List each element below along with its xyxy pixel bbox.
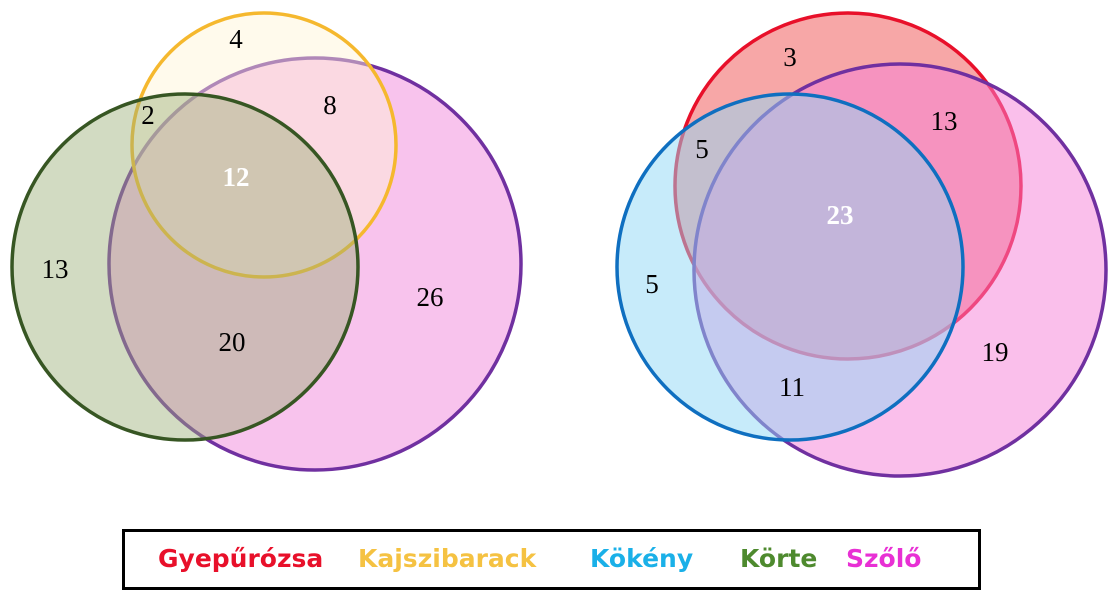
region-label: 23: [827, 200, 854, 230]
region-label: 8: [323, 90, 337, 120]
region-label: 13: [931, 106, 958, 136]
venn-right: [615, 11, 1108, 478]
region-label: 20: [219, 327, 246, 357]
legend-item: Kajszibarack: [358, 544, 538, 573]
region-label: 5: [645, 269, 659, 299]
region-label: 26: [417, 282, 444, 312]
venn-left: [10, 11, 523, 472]
legend-item: Körte: [740, 544, 817, 573]
region-label: 19: [982, 337, 1009, 367]
region-label: 2: [141, 100, 155, 130]
region-label: 13: [42, 254, 69, 284]
kokeny-circle: [615, 92, 965, 442]
legend-item: Kökény: [590, 544, 693, 573]
region-label: 11: [779, 372, 805, 402]
szolo-circle: [107, 56, 523, 472]
kajszibarack-circle: [130, 11, 398, 279]
region-label: 4: [229, 24, 243, 54]
legend-item: Gyepűrózsa: [158, 544, 323, 573]
region-label: 3: [783, 42, 797, 72]
region-label: 12: [223, 162, 250, 192]
legend-item: Szőlő: [846, 544, 921, 573]
region-label: 5: [695, 134, 709, 164]
legend: Gyepűrózsa Kajszibarack Kökény Körte Sző…: [122, 529, 981, 590]
korte-circle: [10, 92, 360, 442]
legend-box: [122, 529, 981, 590]
